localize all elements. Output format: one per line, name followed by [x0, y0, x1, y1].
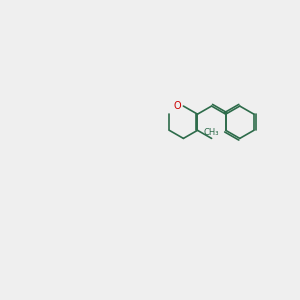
- Text: CH₃: CH₃: [204, 128, 219, 137]
- Text: O: O: [173, 101, 181, 111]
